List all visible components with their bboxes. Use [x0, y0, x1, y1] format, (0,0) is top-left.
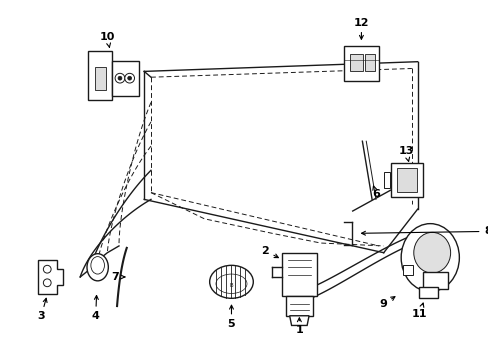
Polygon shape [88, 51, 112, 99]
Text: 1: 1 [295, 325, 303, 335]
Polygon shape [365, 54, 374, 71]
Polygon shape [343, 46, 378, 81]
Polygon shape [402, 265, 412, 275]
Polygon shape [396, 168, 416, 192]
Polygon shape [285, 296, 312, 316]
Circle shape [115, 73, 124, 83]
Polygon shape [281, 253, 316, 296]
Circle shape [124, 73, 134, 83]
Polygon shape [391, 163, 422, 197]
Text: 10: 10 [100, 32, 115, 42]
Text: 3: 3 [38, 311, 45, 321]
Text: 2: 2 [261, 246, 269, 256]
Circle shape [118, 76, 122, 80]
Text: 7: 7 [111, 272, 119, 282]
Text: 9: 9 [379, 299, 387, 309]
Circle shape [127, 76, 131, 80]
Polygon shape [289, 316, 308, 325]
Text: 13: 13 [398, 146, 413, 156]
Polygon shape [112, 61, 139, 96]
Text: B: B [229, 283, 233, 288]
Text: 8: 8 [484, 226, 488, 237]
Circle shape [43, 265, 51, 273]
Ellipse shape [413, 232, 450, 273]
Polygon shape [422, 272, 447, 289]
Polygon shape [418, 287, 437, 298]
Ellipse shape [400, 224, 458, 292]
Polygon shape [349, 54, 363, 71]
Text: 5: 5 [227, 319, 235, 329]
Ellipse shape [87, 254, 108, 281]
Text: 4: 4 [92, 311, 100, 321]
Polygon shape [38, 260, 62, 294]
Text: 11: 11 [411, 309, 427, 319]
Ellipse shape [209, 265, 253, 298]
Polygon shape [95, 67, 106, 90]
Circle shape [43, 279, 51, 287]
Text: 6: 6 [371, 189, 379, 199]
Polygon shape [383, 172, 389, 188]
Text: 12: 12 [353, 18, 368, 28]
